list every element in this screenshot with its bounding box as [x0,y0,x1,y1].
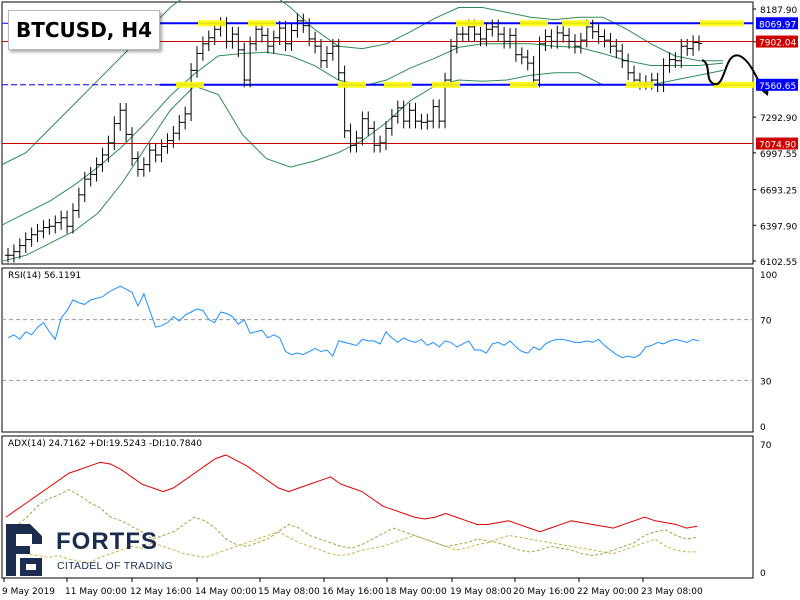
rsi-title: RSI(14) 56.1191 [8,271,81,281]
x-tick-label: 22 May 00:00 [577,587,639,597]
rsi-panel[interactable]: RSI(14) 56.1191 100 70 30 0 [1,267,777,433]
x-tick-label: 12 May 16:00 [130,587,192,597]
level-highlight [198,20,226,27]
panel-frame [1,267,754,433]
x-tick-label: 20 May 16:00 [513,587,575,597]
x-tick-label: 18 May 00:00 [385,587,447,597]
level-highlight [456,20,484,27]
level-label-bg [756,35,798,48]
plus-di-line [5,489,698,557]
level-label: 7074.90 [759,140,796,150]
bollinger-upper [1,0,723,166]
panel-frame [1,1,754,265]
level-highlight [700,20,744,27]
bollinger-lower [1,69,724,262]
level-highlight [176,81,204,88]
panel-frame [1,435,754,579]
x-tick-label: 11 May 00:00 [65,587,127,597]
logo-name: FORTFS [56,528,158,555]
level-highlight [338,81,366,88]
level-label: 7560.65 [759,82,796,92]
x-tick-label: 9 May 2019 [2,587,55,597]
level-label: 8069.97 [759,20,796,30]
x-tick-label: 23 May 08:00 [641,587,703,597]
level-label-bg [756,137,798,150]
level-highlight [384,81,412,88]
x-tick-label: 16 May 16:00 [322,587,384,597]
price-tick-label: 6693.25 [760,187,797,197]
level-highlight [510,81,538,88]
rsi-tick-label: 0 [760,423,766,433]
rsi-tick-label: 30 [760,377,772,387]
level-label: 7902.04 [759,39,796,49]
level-highlight [714,81,758,88]
adx-tick-label: 70 [760,441,772,451]
price-tick-label: 6102.55 [760,258,797,268]
minus-di-line [5,531,697,564]
level-highlight [562,20,590,27]
level-highlight [248,20,276,27]
price-tick-label: 7292.90 [760,114,797,124]
chart-title: BTCUSD, H4 [8,10,160,50]
adx-title: ADX(14) 24.7162 +DI:19.5243 -DI:10.7840 [8,439,202,449]
x-tick-label: 19 May 08:00 [450,587,512,597]
price-tick-label: 8187.90 [760,6,797,16]
price-tick-label: 6997.55 [760,150,797,160]
logo-tagline: CITADEL OF TRADING [57,560,174,572]
level-highlight [626,81,654,88]
fortfs-logo: FORTFS CITADEL OF TRADING [4,520,174,580]
x-tick-label: 15 May 08:00 [258,587,320,597]
rsi-tick-label: 70 [760,317,772,327]
rsi-line [7,285,700,359]
level-label-bg [756,17,798,30]
price-tick-label: 6397.90 [760,222,797,232]
adx-line [5,454,698,533]
x-tick-label: 14 May 00:00 [195,587,257,597]
level-label-bg [756,78,798,91]
level-highlight [520,20,548,27]
adx-panel[interactable]: ADX(14) 24.7162 +DI:19.5243 -DI:10.7840 7… [1,435,772,579]
x-axis: 9 May 2019 11 May 00:00 12 May 16:00 14 May… [2,578,703,597]
level-highlight [432,81,460,88]
adx-tick-label: 0 [760,569,766,579]
rsi-tick-label: 100 [760,271,777,281]
price-panel[interactable]: 8187.907916.857292.906997.556693.256397.… [1,0,798,268]
projection-arrow [701,54,767,93]
fortfs-logo-icon [6,524,42,576]
